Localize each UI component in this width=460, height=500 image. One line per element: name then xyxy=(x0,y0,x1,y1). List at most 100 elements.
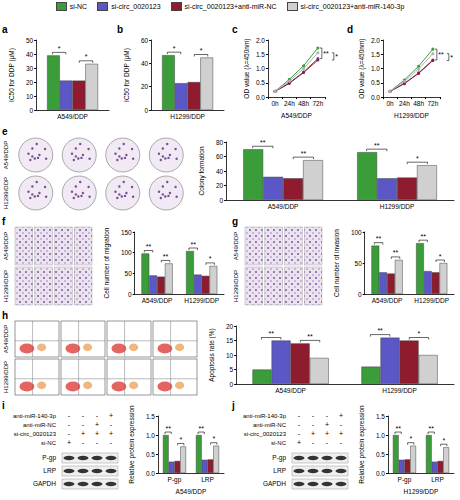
svg-text:-: - xyxy=(298,430,301,437)
svg-text:H1299/DDP: H1299/DDP xyxy=(414,297,449,304)
svg-text:20: 20 xyxy=(141,83,149,90)
svg-text:0: 0 xyxy=(220,197,224,204)
svg-text:OD value (λ=450nm): OD value (λ=450nm) xyxy=(358,38,366,98)
svg-text:**: ** xyxy=(165,425,171,432)
svg-text:72h: 72h xyxy=(427,100,438,107)
svg-text:50: 50 xyxy=(26,37,34,44)
svg-text:si-NC: si-NC xyxy=(271,440,287,446)
svg-text:-: - xyxy=(312,421,315,428)
svg-text:H1299/DDP: H1299/DDP xyxy=(184,297,219,304)
svg-text:24h: 24h xyxy=(399,100,410,107)
svg-text:**: ** xyxy=(374,142,380,149)
svg-text:100: 100 xyxy=(351,229,362,236)
svg-text:-: - xyxy=(298,412,301,419)
svg-text:10: 10 xyxy=(226,352,234,359)
svg-text:anti-miR-140-3p: anti-miR-140-3p xyxy=(13,413,57,419)
svg-text:H1299/DDP: H1299/DDP xyxy=(382,387,417,394)
svg-text:2.0: 2.0 xyxy=(371,37,380,44)
svg-text:-: - xyxy=(312,412,315,419)
svg-text:anti-miR-NC: anti-miR-NC xyxy=(23,422,57,428)
svg-text:A549/DDP: A549/DDP xyxy=(281,112,312,119)
svg-text:0.0: 0.0 xyxy=(146,470,155,477)
svg-text:150: 150 xyxy=(121,229,132,236)
svg-text:**: ** xyxy=(376,235,382,242)
svg-text:**: ** xyxy=(268,330,274,337)
svg-text:0h: 0h xyxy=(386,100,394,107)
svg-text:A549/DDP: A549/DDP xyxy=(3,141,9,169)
svg-text:+: + xyxy=(109,430,113,437)
svg-text:-: - xyxy=(96,412,99,419)
svg-text:**: ** xyxy=(323,50,329,57)
svg-text:anti-miR-NC: anti-miR-NC xyxy=(253,422,287,428)
svg-text:**: ** xyxy=(377,327,383,334)
svg-text:0.5: 0.5 xyxy=(146,451,155,458)
svg-text:H1299/DDP: H1299/DDP xyxy=(394,112,429,119)
svg-text:Cell number of invasion: Cell number of invasion xyxy=(333,229,340,297)
svg-text:IC50 for DDP (μM): IC50 for DDP (μM) xyxy=(123,48,131,102)
svg-text:24h: 24h xyxy=(284,100,295,107)
svg-text:1.0: 1.0 xyxy=(371,65,380,72)
svg-text:A549/DDP: A549/DDP xyxy=(372,297,403,304)
svg-text:40: 40 xyxy=(216,168,224,175)
svg-text:**: ** xyxy=(395,425,401,432)
svg-text:A549/DDP: A549/DDP xyxy=(3,325,9,353)
svg-text:**: ** xyxy=(428,425,434,432)
svg-text:Relative protein expression: Relative protein expression xyxy=(358,405,366,484)
svg-text:GAPDH: GAPDH xyxy=(33,480,56,487)
svg-text:*: * xyxy=(85,53,88,60)
svg-text:LRP: LRP xyxy=(43,467,56,474)
svg-text:0: 0 xyxy=(145,107,149,114)
svg-text:-: - xyxy=(68,421,71,428)
svg-text:1.0: 1.0 xyxy=(146,432,155,439)
svg-text:A549/DDP: A549/DDP xyxy=(3,232,9,260)
svg-text:1.5: 1.5 xyxy=(256,51,265,58)
svg-text:0.0: 0.0 xyxy=(256,94,265,101)
svg-text:+: + xyxy=(95,421,99,428)
svg-text:20: 20 xyxy=(226,323,234,330)
svg-text:80: 80 xyxy=(216,139,224,146)
svg-text:P-gp: P-gp xyxy=(42,454,56,462)
svg-text:0: 0 xyxy=(30,107,34,114)
svg-text:**: ** xyxy=(190,241,196,248)
svg-text:H1299/DDP: H1299/DDP xyxy=(3,361,9,393)
svg-text:5: 5 xyxy=(230,366,234,373)
svg-text:si-circ_0020123: si-circ_0020123 xyxy=(244,431,287,437)
svg-text:50: 50 xyxy=(355,260,363,267)
svg-text:LRP: LRP xyxy=(431,476,444,483)
svg-text:P-gp: P-gp xyxy=(168,476,182,484)
svg-text:*: * xyxy=(418,330,421,337)
svg-text:*: * xyxy=(442,437,445,444)
svg-text:**: ** xyxy=(163,253,169,260)
svg-text:A549/DDP: A549/DDP xyxy=(142,297,173,304)
svg-text:1.0: 1.0 xyxy=(376,432,385,439)
svg-text:-: - xyxy=(312,439,315,446)
svg-text:*: * xyxy=(173,45,176,52)
svg-text:50: 50 xyxy=(125,270,133,277)
svg-text:*: * xyxy=(179,436,182,443)
svg-text:1.5: 1.5 xyxy=(376,413,385,420)
svg-text:0: 0 xyxy=(230,381,234,388)
svg-text:Relative protein expression: Relative protein expression xyxy=(128,405,136,484)
svg-text:**: ** xyxy=(438,51,444,58)
svg-text:60: 60 xyxy=(216,153,224,160)
svg-text:60: 60 xyxy=(141,37,149,44)
svg-text:20: 20 xyxy=(26,79,34,86)
svg-text:-: - xyxy=(326,412,329,419)
svg-text:-: - xyxy=(96,439,99,446)
svg-text:*: * xyxy=(212,435,215,442)
svg-text:Apoptosis rate (%): Apoptosis rate (%) xyxy=(208,328,216,381)
svg-text:*: * xyxy=(58,45,61,52)
svg-text:15: 15 xyxy=(226,337,234,344)
svg-text:A549/DDP: A549/DDP xyxy=(268,203,299,210)
svg-text:0: 0 xyxy=(128,291,132,298)
svg-text:0h: 0h xyxy=(271,100,279,107)
svg-text:Cell number of migration: Cell number of migration xyxy=(103,227,111,298)
svg-text:H1299/DDP: H1299/DDP xyxy=(170,113,205,120)
svg-text:30: 30 xyxy=(26,65,34,72)
svg-text:+: + xyxy=(311,430,315,437)
svg-text:+: + xyxy=(297,439,301,446)
svg-text:si-circ_0020123: si-circ_0020123 xyxy=(14,431,57,437)
svg-text:H1299/DDP: H1299/DDP xyxy=(3,270,9,302)
svg-text:**: ** xyxy=(301,150,307,157)
svg-text:*: * xyxy=(209,255,212,262)
